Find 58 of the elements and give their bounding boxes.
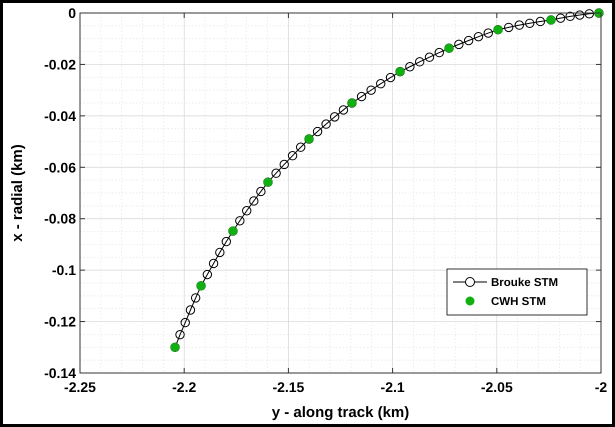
point [484,28,493,38]
point [202,270,212,280]
point [271,168,281,178]
y-tick-label: -0.14 [44,365,76,381]
legend-label: CWH STM [491,296,546,308]
point [249,196,259,206]
point [474,32,484,42]
point [556,13,566,23]
point [175,330,185,340]
point [186,305,196,315]
y-tick-label: 0 [68,5,76,21]
y-axis-title: x - radial (km) [9,144,26,242]
point [215,248,225,258]
point [565,12,575,22]
point [464,36,474,46]
point [575,10,584,20]
point [376,79,386,88]
point [190,293,200,303]
y-tick-label: -0.06 [44,159,76,176]
point [414,57,424,67]
point [454,40,464,50]
point [235,216,245,226]
x-tick-label: -2.15 [272,379,305,395]
y-tick-label: -0.12 [44,314,76,330]
x-tick-label: -2.25 [64,379,96,395]
point [222,236,231,246]
point [242,206,252,216]
point [504,22,514,32]
point [514,20,524,30]
point [312,126,322,136]
point [180,318,190,328]
x-tick-label: -2.2 [172,379,196,395]
x-tick-label: -2.1 [380,379,405,395]
legend-label: Brouke STM [491,277,558,289]
x-tick-label: -2 [594,379,608,395]
y-tick-label: -0.08 [44,210,76,227]
x-axis-title: y - along track (km) [272,404,410,421]
y-tick-label: -0.02 [44,56,76,72]
point [208,258,218,268]
point [386,72,396,82]
point [584,9,594,18]
point [321,119,331,129]
point [525,18,534,28]
point [288,151,298,160]
point [338,105,348,115]
point [256,186,266,196]
point [280,160,289,170]
point [434,48,444,58]
point [536,16,546,26]
x-tick-label: -2.05 [480,379,513,395]
point [330,112,340,122]
y-tick-label: -0.04 [44,108,76,124]
point [366,85,376,95]
point [424,52,434,62]
y-tick-label: -0.1 [52,262,76,278]
point [405,62,415,72]
point [296,142,306,152]
point [356,92,366,102]
